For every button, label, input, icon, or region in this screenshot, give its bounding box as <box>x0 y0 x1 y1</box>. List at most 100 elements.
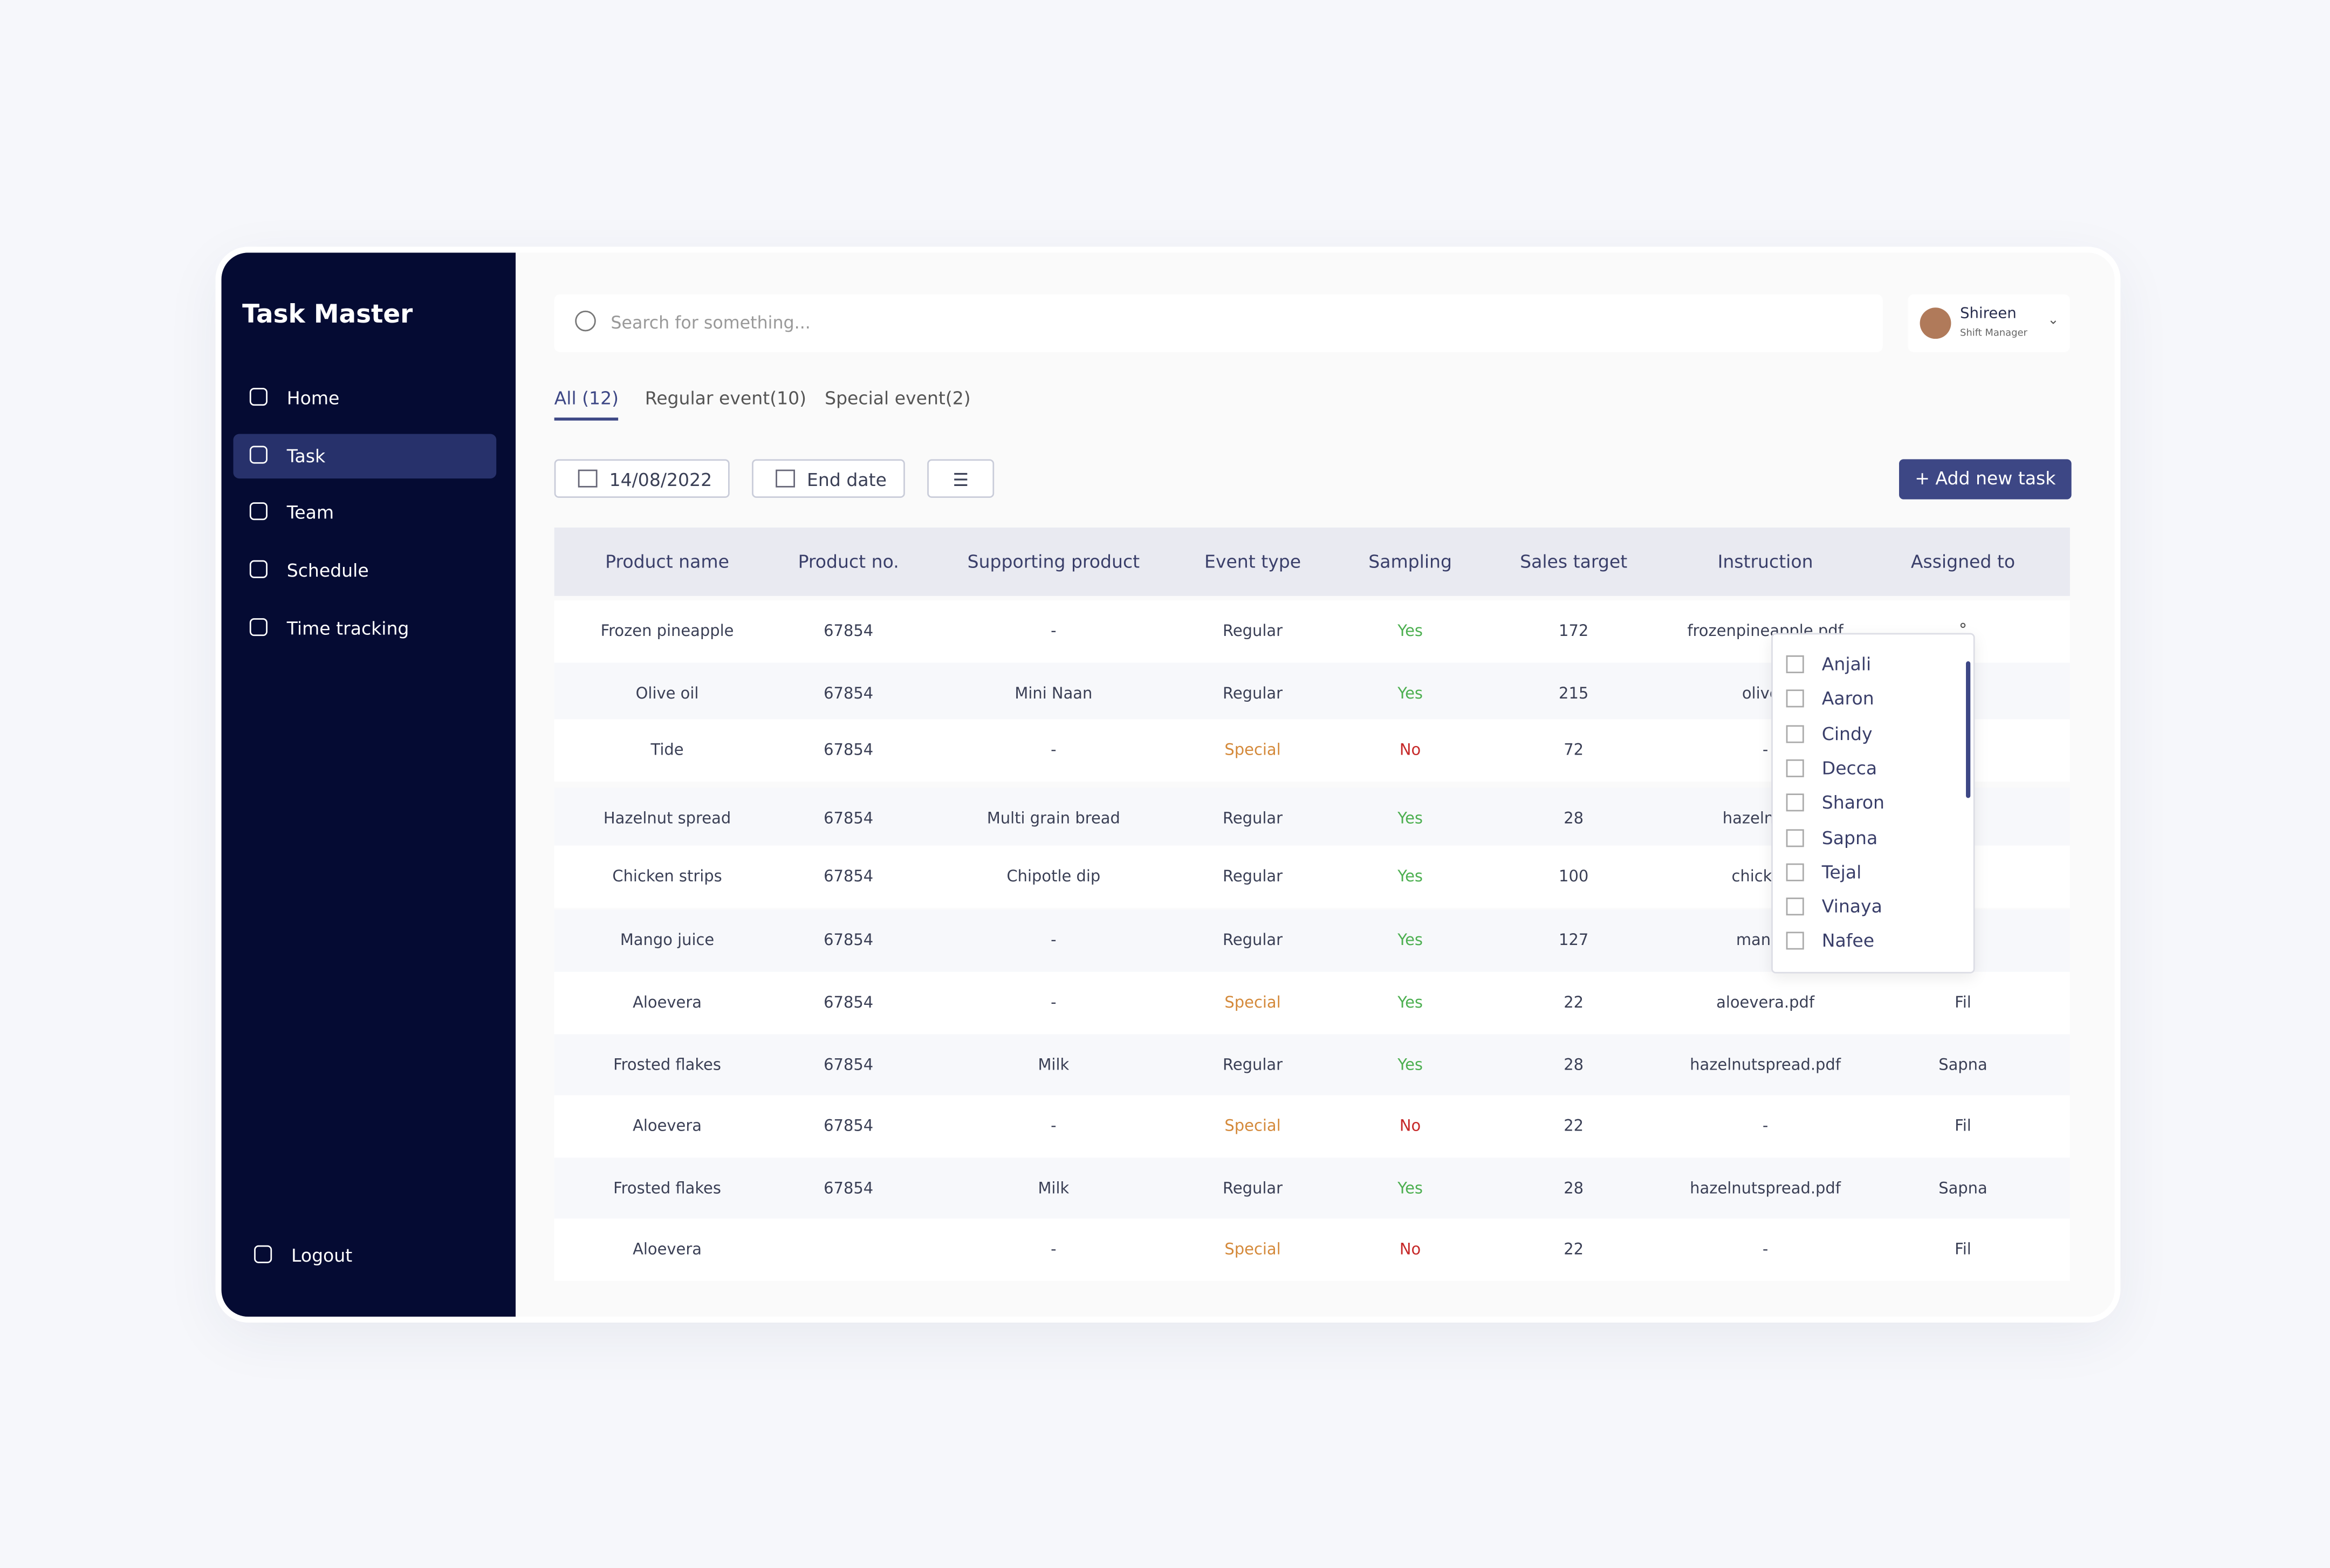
table-cell: - <box>1762 1117 1769 1135</box>
search-box[interactable]: Search for something... <box>554 294 1883 352</box>
table-cell: Yes <box>1397 1056 1423 1074</box>
option-label: Cindy <box>1821 723 1873 744</box>
user-role: Shift Manager <box>1959 327 2027 339</box>
option-label: Sapna <box>1821 827 1878 848</box>
row-bg <box>554 1218 2070 1281</box>
nav-item[interactable]: Task <box>233 433 497 478</box>
table-cell: 67854 <box>824 741 874 759</box>
table-cell: 67854 <box>824 1056 874 1074</box>
checkbox[interactable] <box>1786 690 1804 708</box>
checkbox[interactable] <box>1786 863 1804 881</box>
nav-item[interactable]: Schedule <box>234 549 497 593</box>
checkbox[interactable] <box>1786 793 1804 812</box>
table-cell: Regular <box>1223 1056 1283 1074</box>
table-cell: - <box>1051 1117 1057 1135</box>
dropdown-option[interactable]: Vinaya <box>1773 896 1958 920</box>
filter-button[interactable]: ☰ <box>927 459 995 498</box>
dropdown-option[interactable]: Anjali <box>1773 654 1958 677</box>
nav-icon <box>249 388 268 406</box>
calendar-icon <box>776 469 795 488</box>
table-header <box>554 528 2070 596</box>
table-cell: 67854 <box>824 810 874 828</box>
search-icon <box>575 310 596 332</box>
option-label: Vinaya <box>1821 896 1882 917</box>
table-cell: - <box>1051 932 1057 950</box>
column-header: Supporting product <box>967 551 1140 572</box>
tab[interactable]: All (12) <box>554 388 619 421</box>
dropdown-option[interactable]: Decca <box>1773 758 1958 782</box>
nav-item[interactable]: Home <box>234 376 497 421</box>
table-cell: 215 <box>1559 685 1589 703</box>
column-header: Product no. <box>798 551 899 572</box>
table-cell: 28 <box>1564 1056 1584 1074</box>
checkbox[interactable] <box>1786 724 1804 743</box>
calendar-icon <box>578 469 598 488</box>
assign-icon[interactable]: ⚬ <box>1956 619 1970 635</box>
dropdown-option[interactable]: Nafee <box>1773 931 1958 955</box>
dropdown-option[interactable]: Tejal <box>1773 861 1958 885</box>
table-cell: Sapna <box>1938 1056 1988 1074</box>
dropdown-option[interactable]: Cindy <box>1773 723 1958 747</box>
table-cell: Tide <box>650 741 684 759</box>
checkbox[interactable] <box>1786 655 1804 674</box>
table-cell: Chicken strips <box>612 867 722 886</box>
table-cell: - <box>1762 1241 1769 1259</box>
nav-label: Schedule <box>286 560 369 581</box>
nav-icon <box>249 445 268 463</box>
table-cell: Fil <box>1955 1241 1971 1259</box>
option-label: Sharon <box>1821 792 1885 813</box>
table-cell: hazelnutspread.pdf <box>1690 1056 1841 1074</box>
table-cell: Milk <box>1038 1180 1070 1198</box>
brand: Task Master <box>242 300 413 330</box>
logout-label: Logout <box>291 1245 353 1266</box>
table-cell: No <box>1399 741 1421 759</box>
table-cell: Frosted flakes <box>613 1056 721 1074</box>
add-task-label: Add new task <box>1935 468 2056 489</box>
dropdown-option[interactable]: Sapna <box>1773 827 1958 851</box>
table-cell: 28 <box>1564 1180 1584 1198</box>
table-cell: Yes <box>1397 1180 1423 1198</box>
nav-item[interactable]: Time tracking <box>234 606 497 651</box>
row-bg <box>554 971 2070 1035</box>
table-cell: Fil <box>1955 1117 1971 1135</box>
dropdown-option[interactable]: Sharon <box>1773 792 1958 816</box>
app-window: Task Master Logout Home Task Team Schedule T… <box>215 247 2121 1323</box>
sidebar: Task Master Logout Home Task Team Schedule T… <box>221 252 516 1317</box>
start-date-label: 14/08/2022 <box>609 469 712 491</box>
table-cell: No <box>1399 1117 1421 1135</box>
column-header: Product name <box>605 551 729 572</box>
avatar <box>1920 307 1951 339</box>
table-cell: 67854 <box>824 932 874 950</box>
table-cell: 67854 <box>824 622 874 641</box>
nav-label: Home <box>286 388 340 409</box>
checkbox[interactable] <box>1786 828 1804 847</box>
option-label: Tejal <box>1821 861 1862 882</box>
user-name: Shireen <box>1959 306 2017 323</box>
logout[interactable]: Logout <box>238 1234 501 1278</box>
table-cell: Frosted flakes <box>613 1180 721 1198</box>
end-date[interactable]: End date <box>752 459 905 498</box>
table-cell: 28 <box>1564 810 1584 828</box>
table-cell: - <box>1762 741 1769 759</box>
table-cell: 127 <box>1559 932 1589 950</box>
checkbox[interactable] <box>1786 759 1804 777</box>
table-cell: No <box>1399 1241 1421 1259</box>
table-cell: Special <box>1224 994 1281 1012</box>
start-date[interactable]: 14/08/2022 <box>554 459 730 498</box>
user-menu[interactable]: Shireen Shift Manager ⌄ <box>1908 294 2070 352</box>
tab[interactable]: Regular event(10) <box>645 388 807 409</box>
table-cell: 67854 <box>824 867 874 886</box>
checkbox[interactable] <box>1786 898 1804 916</box>
nav-item[interactable]: Team <box>234 491 497 536</box>
assign-dropdown: Anjali Aaron Cindy Decca Sharon Sapna Tejal Vin… <box>1771 633 1975 974</box>
dropdown-option[interactable]: Aaron <box>1773 688 1958 712</box>
nav-icon <box>249 560 268 578</box>
checkbox[interactable] <box>1786 932 1804 950</box>
add-task-button[interactable]: + Add new task <box>1899 459 2072 499</box>
nav-label: Time tracking <box>286 618 409 639</box>
tab[interactable]: Special event(2) <box>825 388 971 409</box>
end-date-label: End date <box>807 469 887 491</box>
table-cell: - <box>1051 622 1057 641</box>
table-cell: Milk <box>1038 1056 1070 1074</box>
table-cell: Yes <box>1397 622 1423 641</box>
